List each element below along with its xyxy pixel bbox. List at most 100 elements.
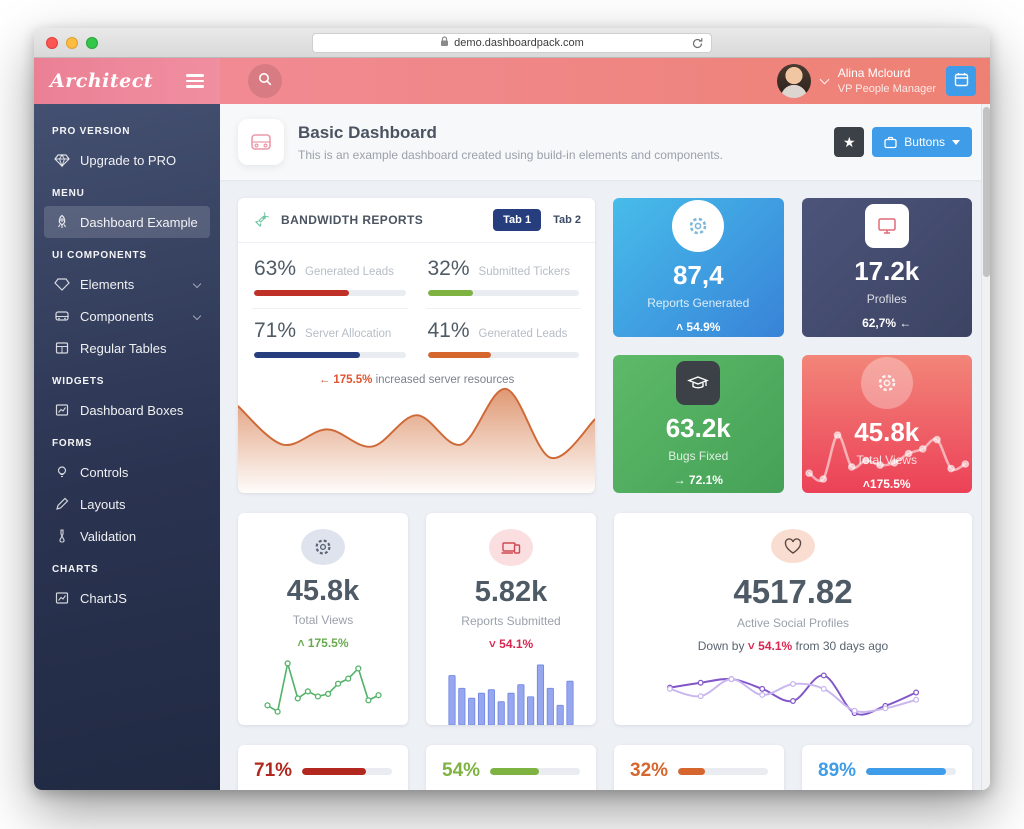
search-icon bbox=[257, 71, 273, 92]
sidebar-item-components[interactable]: Components bbox=[44, 300, 210, 332]
active-social-profiles-card: 4517.82 Active Social Profiles Down by ˅… bbox=[614, 513, 972, 725]
metric-value: 45.8k bbox=[286, 574, 360, 607]
sidebar-item-layouts[interactable]: Layouts bbox=[44, 488, 210, 520]
sidebar-heading-menu: MENU bbox=[52, 188, 85, 199]
stat-value: 71% bbox=[254, 319, 297, 342]
sidebar-item-regular-tables[interactable]: Regular Tables bbox=[44, 332, 210, 364]
buttons-dropdown[interactable]: Buttons bbox=[872, 127, 972, 157]
stat-label: Submitted Tickers bbox=[478, 266, 570, 278]
address-bar[interactable]: demo.dashboardpack.com bbox=[312, 33, 712, 53]
refresh-icon[interactable] bbox=[691, 37, 704, 53]
browser-window: demo.dashboardpack.com Architect Alina M… bbox=[34, 28, 990, 790]
search-button[interactable] bbox=[248, 64, 282, 98]
stat-card-label: Profiles bbox=[866, 292, 907, 307]
progress-fill bbox=[427, 352, 492, 358]
caret-down-icon bbox=[952, 139, 960, 145]
tab-2[interactable]: Tab 2 bbox=[553, 214, 581, 226]
target-value: 54% bbox=[442, 760, 481, 781]
delta-suffix: from 30 days ago bbox=[795, 639, 889, 654]
total-views-metric-card: 45.8k Total Views ˄ 175.5% bbox=[238, 513, 408, 725]
icon-holder bbox=[864, 204, 909, 249]
scrollbar-track[interactable] bbox=[981, 104, 990, 790]
sidebar-item-label: Layouts bbox=[80, 496, 126, 512]
rocket-icon bbox=[254, 212, 270, 228]
income-target-card: 71% Income Target bbox=[238, 745, 408, 790]
icon-holder bbox=[489, 529, 533, 566]
flask-icon bbox=[59, 529, 65, 543]
total-views-sparkline bbox=[804, 431, 969, 483]
icon-holder bbox=[771, 529, 815, 564]
progress-fill bbox=[866, 767, 947, 775]
sidebar-item-elements[interactable]: Elements bbox=[44, 268, 210, 300]
sidebar-item-dashboard-boxes[interactable]: Dashboard Boxes bbox=[44, 394, 210, 426]
chevron-down-icon[interactable] bbox=[819, 74, 830, 84]
stat-card-value: 87,4 bbox=[672, 260, 724, 291]
close-window-button[interactable] bbox=[46, 36, 58, 49]
sidebar-item-label: Upgrade to PRO bbox=[80, 152, 177, 168]
progress-fill bbox=[254, 290, 350, 296]
metric-label: Reports Submitted bbox=[461, 614, 561, 628]
stat-value: 32% bbox=[427, 257, 470, 280]
icon-holder bbox=[676, 360, 721, 405]
progress-bar bbox=[254, 352, 406, 358]
sidebar-item-chartjs[interactable]: ChartJS bbox=[44, 582, 210, 614]
user-avatar[interactable] bbox=[776, 64, 811, 98]
progress-fill bbox=[254, 352, 361, 358]
metric-delta: ˅ 54.1% bbox=[488, 637, 534, 651]
stat-card-value: 45.8k bbox=[854, 416, 920, 447]
sidebar-item-label: Regular Tables bbox=[80, 340, 167, 356]
url-text: demo.dashboardpack.com bbox=[454, 37, 584, 49]
rocket-icon bbox=[58, 214, 66, 228]
main-content: Basic Dashboard This is an example dashb… bbox=[220, 104, 990, 790]
progress-bar bbox=[302, 767, 392, 775]
total-views-line-chart bbox=[264, 660, 382, 715]
app-header: Architect Alina Mclourd VP People Manage… bbox=[34, 58, 990, 104]
footnote-value: ← 175.5% bbox=[318, 374, 373, 386]
hamburger-menu-icon[interactable] bbox=[186, 74, 204, 88]
scrollbar-thumb[interactable] bbox=[982, 107, 990, 277]
progress-bar bbox=[427, 290, 579, 296]
footnote-text: increased server resources bbox=[375, 374, 515, 386]
stat-card-delta: ˄175.5% bbox=[862, 476, 911, 491]
tab-1[interactable]: Tab 1 bbox=[493, 209, 542, 231]
stat-value: 41% bbox=[427, 319, 470, 342]
lock-icon bbox=[440, 36, 449, 50]
page-title: Basic Dashboard bbox=[298, 122, 437, 142]
sidebar-heading-ui-components: UI COMPONENTS bbox=[52, 250, 147, 261]
user-meta: Alina Mclourd VP People Manager bbox=[838, 65, 936, 96]
briefcase-icon bbox=[884, 136, 897, 148]
sidebar-item-label: Dashboard Boxes bbox=[80, 402, 184, 418]
sidebar-item-controls[interactable]: Controls bbox=[44, 456, 210, 488]
reports-submitted-metric-card: 5.82k Reports Submitted ˅ 54.1% bbox=[426, 513, 596, 725]
metric-delta: ˄ 175.5% bbox=[297, 635, 349, 650]
app-logo: Architect bbox=[50, 70, 154, 92]
gear-icon bbox=[689, 217, 707, 235]
minimize-window-button[interactable] bbox=[66, 36, 78, 49]
bandwidth-title: BANDWIDTH REPORTS bbox=[281, 213, 424, 227]
user-name: Alina Mclourd bbox=[837, 66, 911, 81]
progress-bar bbox=[254, 290, 406, 296]
stat-label: Server Allocation bbox=[305, 328, 392, 340]
expenses-target-card: 54% Expenses Target bbox=[426, 745, 596, 790]
progress-bar bbox=[490, 767, 580, 775]
stat-card-label: Reports Generated bbox=[647, 296, 750, 311]
sidebar-item-upgrade-to-pro[interactable]: Upgrade to PRO bbox=[44, 144, 210, 176]
diamond-icon bbox=[54, 278, 70, 291]
progress-fill bbox=[678, 767, 706, 775]
metric-value: 4517.82 bbox=[733, 573, 853, 611]
zoom-window-button[interactable] bbox=[86, 36, 98, 49]
sidebar-heading-widgets: WIDGETS bbox=[52, 376, 105, 387]
star-button[interactable]: ★ bbox=[834, 127, 865, 157]
calendar-button[interactable] bbox=[946, 66, 976, 96]
stat-value: 63% bbox=[254, 257, 297, 280]
sidebar-item-label: Components bbox=[80, 308, 154, 324]
sidebar-item-validation[interactable]: Validation bbox=[44, 520, 210, 552]
sidebar-item-label: Elements bbox=[80, 276, 135, 292]
gem-icon bbox=[54, 154, 70, 168]
stat-label: Generated Leads bbox=[478, 328, 568, 340]
bandwidth-reports-card: BANDWIDTH REPORTS Tab 1 Tab 2 63% Generat… bbox=[238, 198, 595, 493]
progress-fill bbox=[302, 767, 366, 775]
sidebar-item-dashboard-example[interactable]: Dashboard Example bbox=[44, 206, 210, 238]
target-value: 71% bbox=[254, 760, 293, 781]
user-role: VP People Manager bbox=[837, 82, 936, 95]
